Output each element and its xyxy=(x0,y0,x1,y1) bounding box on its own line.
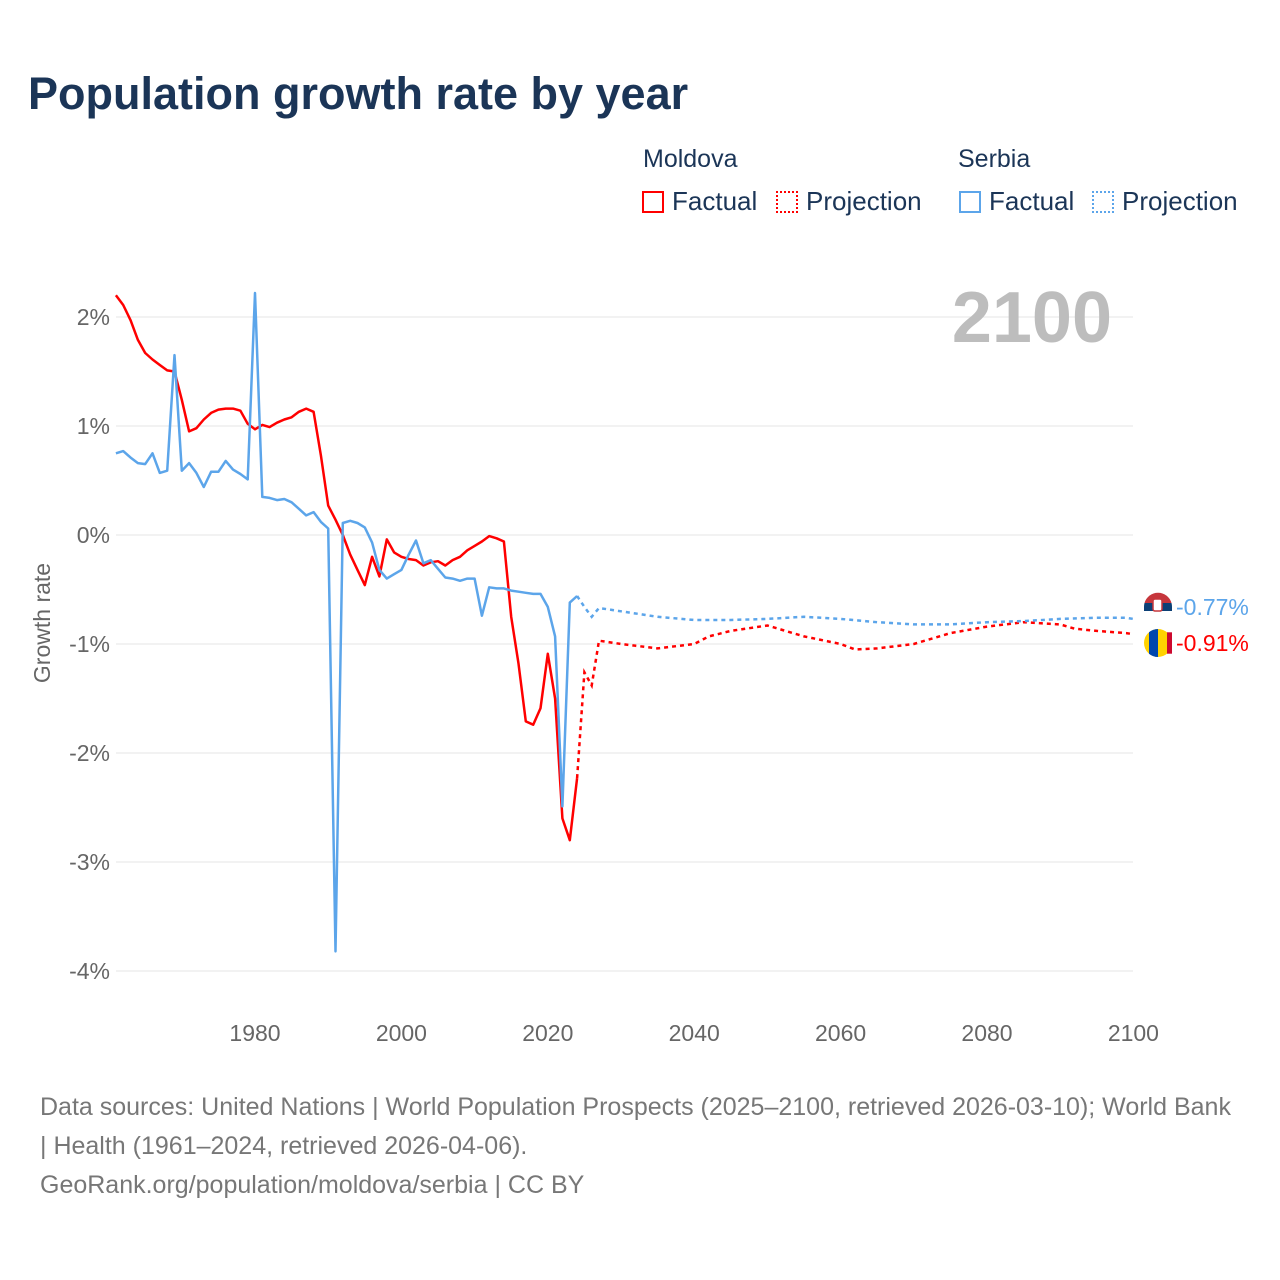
flag-part xyxy=(1149,629,1158,657)
y-tick-label: 2% xyxy=(77,304,110,330)
legend-swatch xyxy=(1092,190,1114,213)
serbia-flag-icon xyxy=(1143,592,1173,621)
x-tick-label: 2000 xyxy=(376,1020,427,1046)
x-tick-label: 1980 xyxy=(229,1020,280,1046)
data-sources: Data sources: United Nations | World Pop… xyxy=(40,1093,1231,1160)
legend-label: Factual xyxy=(672,186,758,216)
y-tick-label: -1% xyxy=(69,631,110,657)
year-marker: 2100 xyxy=(952,278,1112,358)
x-tick-label: 2040 xyxy=(669,1020,720,1046)
y-tick-label: -3% xyxy=(69,849,110,875)
y-tick-label: -2% xyxy=(69,740,110,766)
flag-part xyxy=(1167,632,1172,654)
y-tick-label: -4% xyxy=(69,958,110,984)
legend-swatch xyxy=(642,190,664,213)
moldova-factual-line xyxy=(114,294,579,842)
legend-swatch xyxy=(776,190,798,213)
legend-serbia-factual[interactable]: Factual xyxy=(959,186,1074,217)
x-tick-label: 2100 xyxy=(1108,1020,1159,1046)
legend-group-moldova: Moldova xyxy=(643,145,738,173)
y-tick-label: 1% xyxy=(77,413,110,439)
serbia-projection-line xyxy=(576,595,1134,626)
legend-moldova-projection[interactable]: Projection xyxy=(776,186,922,217)
flag-part xyxy=(1152,598,1163,612)
y-tick-label: 0% xyxy=(77,522,110,548)
legend-label: Factual xyxy=(989,186,1075,216)
serbia-factual-line xyxy=(115,291,578,953)
moldova-projection-line xyxy=(575,620,1134,779)
plot-area: 2% 1% 0% -1% -2% -3% -4% 1980 2000 2020 2040 2060 20… xyxy=(29,278,1249,1046)
legend-label: Projection xyxy=(1122,186,1238,216)
legend-swatch xyxy=(959,190,981,213)
legend-moldova-factual[interactable]: Factual xyxy=(642,186,757,217)
footer: Data sources: United Nations | World Pop… xyxy=(40,1088,1240,1205)
legend-group-serbia: Serbia xyxy=(958,145,1031,173)
legend-serbia-projection[interactable]: Projection xyxy=(1092,186,1238,217)
x-tick-label: 2020 xyxy=(522,1020,573,1046)
x-tick-label: 2080 xyxy=(961,1020,1012,1046)
y-axis-label: Growth rate xyxy=(29,563,55,683)
moldova-end-label: -0.91% xyxy=(1176,630,1249,656)
legend-label: Projection xyxy=(806,186,922,216)
flag-part xyxy=(1144,592,1172,603)
moldova-flag-icon xyxy=(1144,629,1172,657)
chart-title: Population growth rate by year xyxy=(28,68,689,119)
credit-link[interactable]: GeoRank.org/population/moldova/serbia | … xyxy=(40,1171,585,1199)
x-tick-label: 2060 xyxy=(815,1020,866,1046)
serbia-end-label: -0.77% xyxy=(1176,594,1249,620)
